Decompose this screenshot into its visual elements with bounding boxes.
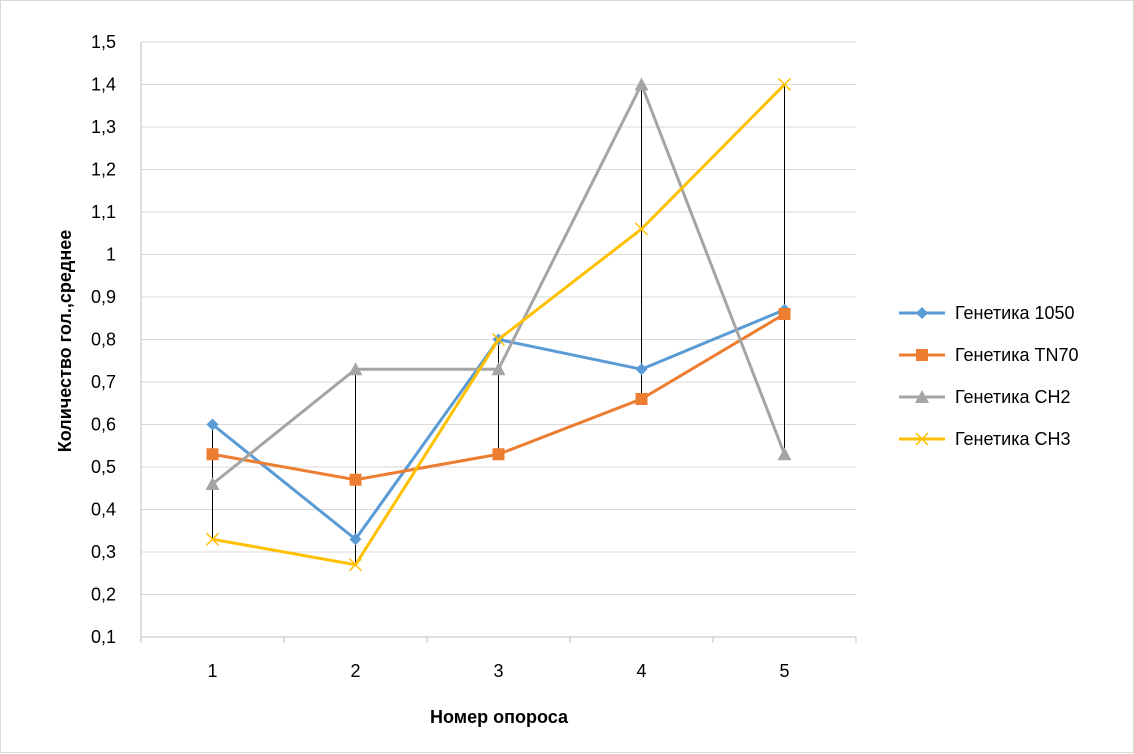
- data-point-square: [635, 393, 648, 405]
- x-stroke: [205, 532, 220, 546]
- legend-item: Генетика 1050: [899, 303, 1075, 323]
- data-point-square: [778, 308, 791, 320]
- data-point-triangle: [634, 77, 649, 91]
- legend-label: Генетика TN70: [955, 345, 1079, 365]
- x-tick-label: 2: [350, 661, 360, 681]
- data-point-diamond: [349, 533, 362, 546]
- y-tick-label: 0,7: [91, 372, 116, 392]
- y-axis-tick-labels: 0,1 0,2 0,3 0,4 0,5 0,6 0,7 0,8 0,9 1 1,1 1,2 1,3 1,4…: [91, 32, 116, 647]
- y-tick-label: 1,2: [91, 160, 116, 180]
- data-point-diamond: [635, 363, 648, 376]
- x-stroke: [348, 558, 363, 572]
- y-tick-label: 0,4: [91, 500, 116, 520]
- data-point-x: [915, 432, 929, 446]
- data-point-x: [205, 532, 220, 546]
- data-point-x: [634, 222, 649, 236]
- data-point-x: [348, 558, 363, 572]
- data-point-diamond: [206, 418, 219, 431]
- y-tick-label: 0,6: [91, 415, 116, 435]
- series-lines: [205, 77, 792, 572]
- series-4: [205, 77, 792, 572]
- data-point-triangle: [915, 390, 929, 403]
- y-tick-label: 1,4: [91, 75, 116, 95]
- x-tick-label: 4: [636, 661, 646, 681]
- y-tick-label: 1,5: [91, 32, 116, 52]
- x-tick-label: 5: [779, 661, 789, 681]
- x-stroke: [491, 332, 506, 347]
- y-tick-label: 0,2: [91, 585, 116, 605]
- data-point-diamond: [916, 307, 928, 319]
- data-point-square: [916, 349, 928, 361]
- x-axis-title: Номер опороса: [430, 707, 569, 727]
- series-2: [206, 308, 791, 486]
- x-tick-label: 3: [493, 661, 503, 681]
- x-tick-label: 1: [207, 661, 217, 681]
- y-tick-label: 0,3: [91, 542, 116, 562]
- data-point-triangle: [491, 362, 506, 376]
- legend-label: Генетика CH2: [955, 387, 1071, 407]
- data-point-square: [492, 448, 505, 461]
- y-tick-label: 1,3: [91, 117, 116, 137]
- legend-item: Генетика CH2: [899, 387, 1071, 407]
- legend: Генетика 1050 Генетика TN70 Генетика CH2 Ге…: [899, 303, 1079, 449]
- x-stroke: [634, 222, 649, 236]
- data-point-triangle: [777, 447, 792, 461]
- data-point-triangle: [205, 477, 220, 490]
- y-axis-title: Количество гол.,среднее: [55, 230, 75, 453]
- y-tick-label: 0,1: [91, 627, 116, 647]
- legend-item: Генетика TN70: [899, 345, 1079, 365]
- y-tick-label: 1: [106, 245, 116, 265]
- x-stroke: [777, 77, 792, 92]
- data-point-x: [777, 77, 792, 92]
- legend-label: Генетика CH3: [955, 429, 1071, 449]
- x-stroke: [915, 432, 929, 446]
- y-tick-label: 0,5: [91, 457, 116, 477]
- series-3: [205, 77, 792, 490]
- high-low-lines: [212, 84, 785, 565]
- data-point-triangle: [348, 362, 363, 376]
- data-point-square: [349, 473, 362, 486]
- data-point-x: [491, 332, 506, 347]
- legend-label: Генетика 1050: [955, 303, 1075, 323]
- y-tick-label: 0,8: [91, 330, 116, 350]
- y-tick-label: 0,9: [91, 287, 116, 307]
- x-axis-tick-labels: 1 2 3 4 5: [207, 661, 789, 681]
- data-point-square: [206, 448, 219, 461]
- y-tick-label: 1,1: [91, 202, 116, 222]
- legend-item: Генетика CH3: [899, 429, 1071, 449]
